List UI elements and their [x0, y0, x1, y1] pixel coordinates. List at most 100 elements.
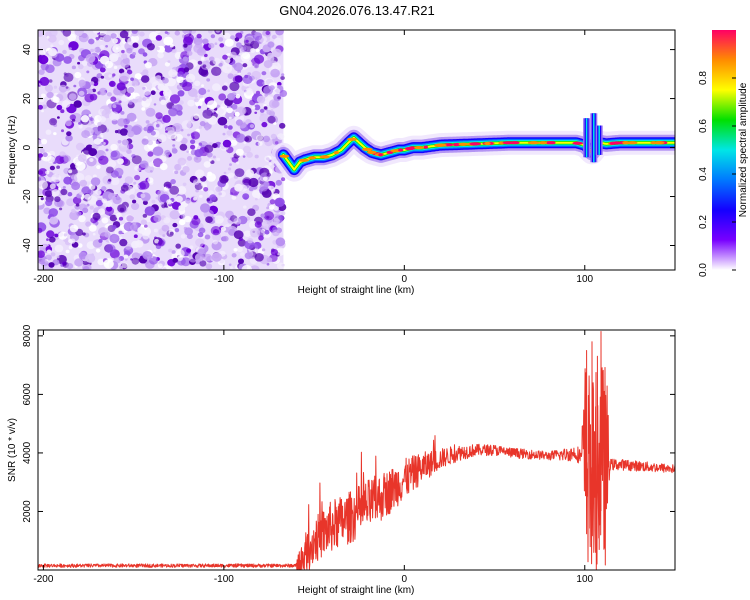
noise-speckle — [114, 210, 118, 213]
noise-speckle — [58, 39, 65, 46]
noise-speckle — [120, 111, 125, 115]
noise-speckle — [39, 148, 45, 154]
noise-speckle — [263, 60, 273, 69]
noise-speckle — [238, 72, 241, 75]
noise-speckle — [171, 148, 178, 154]
noise-speckle — [177, 90, 185, 97]
noise-speckle — [41, 93, 46, 98]
noise-speckle — [60, 109, 65, 114]
noise-speckle — [88, 114, 92, 117]
noise-speckle — [103, 153, 107, 157]
noise-speckle — [240, 53, 251, 62]
noise-speckle — [142, 86, 146, 90]
noise-speckle — [47, 156, 55, 164]
noise-speckle — [74, 30, 84, 36]
noise-speckle — [104, 206, 114, 216]
noise-speckle — [118, 230, 123, 235]
noise-speckle — [157, 52, 164, 59]
noise-speckle — [121, 262, 128, 269]
noise-speckle — [155, 35, 163, 41]
noise-speckle — [163, 85, 168, 91]
noise-speckle — [212, 143, 218, 149]
noise-speckle — [164, 31, 168, 34]
noise-speckle — [186, 248, 192, 253]
noise-speckle — [137, 168, 141, 171]
noise-speckle — [256, 95, 266, 104]
noise-speckle — [201, 181, 208, 188]
noise-speckle — [48, 208, 58, 217]
noise-speckle — [166, 199, 173, 205]
noise-speckle — [193, 196, 198, 201]
noise-speckle — [279, 122, 286, 129]
ridge-peak — [367, 150, 377, 154]
noise-speckle — [91, 126, 102, 136]
noise-speckle — [49, 216, 59, 225]
noise-speckle — [50, 44, 54, 48]
noise-speckle — [194, 41, 203, 48]
noise-speckle — [165, 126, 175, 135]
noise-speckle — [266, 206, 270, 210]
noise-speckle — [74, 258, 84, 267]
noise-speckle — [256, 134, 264, 142]
noise-speckle — [248, 220, 258, 229]
noise-speckle — [228, 116, 232, 120]
noise-speckle — [168, 69, 178, 78]
ridge-peak — [539, 141, 547, 145]
noise-speckle — [105, 244, 116, 254]
noise-speckle — [135, 96, 143, 103]
noise-speckle — [230, 139, 238, 146]
noise-speckle — [218, 93, 227, 101]
noise-speckle — [254, 31, 258, 36]
colorbar-tick-label: 0.2 — [698, 215, 709, 229]
noise-speckle — [254, 221, 262, 228]
noise-speckle — [126, 47, 133, 54]
noise-speckle — [203, 187, 209, 192]
noise-speckle — [132, 42, 139, 48]
noise-speckle — [196, 47, 206, 56]
noise-speckle — [63, 56, 72, 64]
spectrogram-plot-area — [38, 30, 675, 270]
noise-speckle — [165, 130, 168, 133]
colorbar: 0.0 0.2 0.4 0.6 0.8 Normalized spectral ampl… — [698, 30, 749, 277]
noise-speckle — [274, 37, 282, 45]
noise-speckle — [61, 100, 71, 108]
noise-speckle — [192, 143, 201, 151]
noise-speckle — [39, 76, 50, 86]
noise-speckle — [152, 158, 163, 168]
noise-speckle — [63, 176, 73, 185]
noise-speckle — [231, 253, 237, 258]
noise-speckle — [164, 149, 171, 156]
noise-speckle — [263, 106, 268, 110]
noise-speckle — [263, 85, 274, 95]
noise-speckle — [193, 113, 200, 120]
noise-speckle — [144, 224, 148, 228]
noise-speckle — [69, 224, 79, 233]
noise-speckle — [272, 229, 280, 237]
noise-speckle — [227, 167, 232, 171]
noise-speckle — [106, 166, 114, 174]
ridge-peak — [458, 142, 469, 146]
noise-speckle — [242, 63, 248, 68]
noise-speckle — [117, 140, 122, 144]
noise-speckle — [215, 30, 221, 33]
noise-speckle — [197, 60, 203, 65]
noise-speckle — [115, 98, 120, 102]
ridge-peak — [347, 137, 358, 141]
noise-speckle — [148, 162, 154, 167]
noise-speckle — [142, 97, 147, 102]
noise-speckle — [205, 263, 213, 270]
noise-speckle — [89, 158, 94, 162]
ridge-peak — [279, 154, 290, 158]
snr-xtick-label: 0 — [402, 574, 408, 585]
noise-speckle — [71, 65, 76, 70]
noise-speckle — [194, 149, 204, 158]
noise-speckle — [51, 173, 61, 183]
noise-speckle — [143, 144, 152, 152]
noise-speckle — [260, 213, 266, 218]
noise-speckle — [38, 250, 45, 258]
colorbar-tick-label: 0.0 — [698, 263, 709, 277]
noise-speckle — [119, 128, 128, 136]
noise-speckle — [133, 234, 138, 238]
noise-speckle — [77, 61, 81, 65]
ridge-peak — [572, 141, 583, 145]
